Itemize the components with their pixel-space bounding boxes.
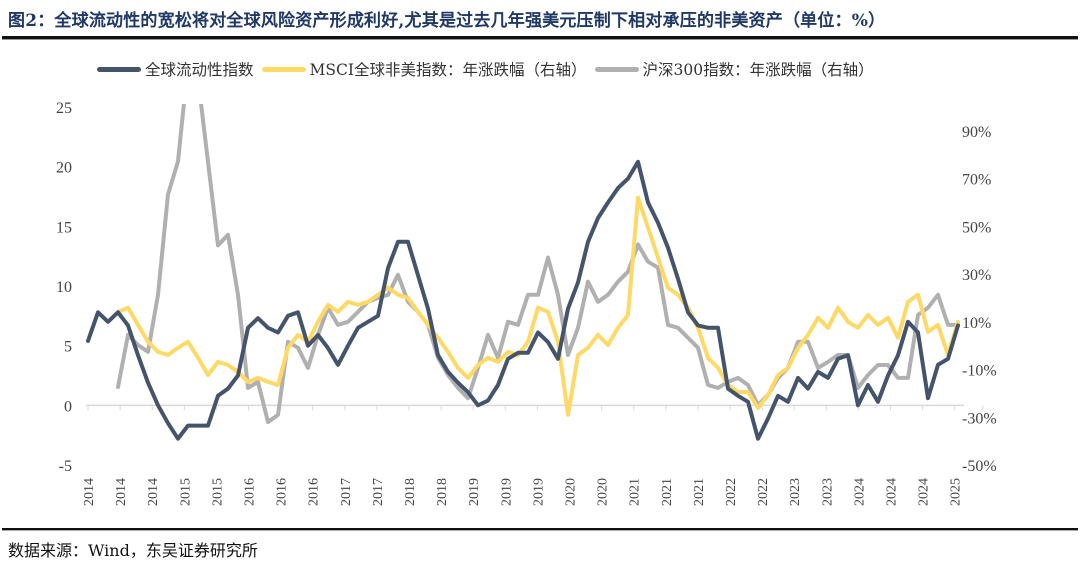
x-tick-label: 2014 — [114, 478, 129, 506]
x-tick-label: 2019 — [467, 478, 482, 506]
right-y-tick-label: 10% — [962, 315, 991, 332]
right-y-tick-label: 70% — [962, 172, 991, 189]
x-tick-label: 2023 — [820, 478, 835, 506]
legend-item-csi300: 沪深300指数：年涨跌幅（右轴） — [594, 58, 874, 80]
x-tick-label: 2024 — [852, 478, 867, 506]
x-tick-label: 2024 — [917, 478, 932, 506]
footer-divider-thin — [2, 530, 1078, 531]
right-y-tick-label: -50% — [962, 458, 997, 475]
x-tick-label: 2018 — [435, 478, 450, 506]
x-tick-label: 2021 — [628, 478, 643, 506]
legend-swatch-csi300 — [594, 66, 639, 72]
right-y-tick-label: 30% — [962, 267, 991, 284]
footer-divider — [2, 528, 1078, 530]
x-tick-label: 2022 — [724, 478, 739, 506]
series-line-liquidity — [86, 159, 960, 441]
left-y-tick-label: 25 — [56, 100, 72, 117]
legend-label-csi300: 沪深300指数：年涨跌幅（右轴） — [642, 61, 874, 79]
legend-label-liquidity: 全球流动性指数 — [145, 61, 254, 79]
left-y-tick-label: 15 — [56, 219, 72, 236]
legend-swatch-msci — [261, 66, 306, 72]
x-tick-label: 2016 — [275, 478, 290, 506]
x-tick-label: 2023 — [788, 478, 803, 506]
x-tick-label: 2019 — [531, 478, 546, 506]
left-y-tick-label: 0 — [64, 398, 72, 415]
x-tick-label: 2017 — [339, 478, 354, 506]
x-tick-label: 2019 — [499, 478, 514, 506]
legend-label-msci: MSCI全球非美指数：年涨跌幅（右轴） — [309, 61, 587, 79]
x-tick-label: 2015 — [178, 478, 193, 506]
right-y-tick-label: 50% — [962, 219, 991, 236]
series-line-csi300 — [116, 104, 960, 424]
right-y-tick-label: 90% — [962, 124, 991, 141]
x-tick-label: 2021 — [692, 478, 707, 506]
x-tick-label: 2021 — [660, 478, 675, 506]
legend-swatch-liquidity — [97, 66, 141, 72]
legend-item-msci: MSCI全球非美指数：年涨跌幅（右轴） — [261, 58, 587, 80]
chart-plot: 2014 2014 2014 2015 2015 2016 2016 2016 2017 2017… — [56, 100, 997, 506]
legend-item-liquidity: 全球流动性指数 — [97, 58, 254, 80]
left-y-tick-label: 10 — [56, 279, 72, 296]
x-tick-label: 2017 — [371, 478, 386, 506]
title-divider — [2, 36, 1078, 39]
x-tick-label: 2022 — [756, 478, 771, 506]
series-line-msci — [116, 195, 960, 417]
x-tick-label: 2018 — [403, 478, 418, 506]
x-tick-label: 2020 — [564, 478, 579, 506]
x-tick-label: 2014 — [146, 478, 161, 506]
series-lines — [86, 104, 960, 441]
x-tick-label: 2016 — [307, 478, 322, 506]
title-divider-thin — [2, 39, 1078, 40]
x-tick-label: 2016 — [243, 478, 258, 506]
x-tick-label: 2020 — [596, 478, 611, 506]
source-note: 数据来源：Wind，东吴证券研究所 — [8, 541, 258, 560]
x-tick-label: 2014 — [82, 478, 97, 506]
axes: 2014 2014 2014 2015 2015 2016 2016 2016 2017 2017… — [56, 100, 997, 506]
left-y-tick-label: 5 — [64, 339, 72, 356]
right-y-tick-label: -10% — [962, 363, 997, 380]
right-y-tick-label: -30% — [962, 410, 997, 427]
chart-title: 图2：全球流动性的宽松将对全球风险资产形成利好,尤其是过去几年强美元压制下相对承… — [8, 11, 886, 31]
x-tick-label: 2015 — [210, 478, 225, 506]
legend: 全球流动性指数 MSCI全球非美指数：年涨跌幅（右轴） 沪深300指数：年涨跌幅… — [97, 58, 882, 80]
x-tick-label: 2024 — [885, 478, 900, 506]
left-y-tick-label: 20 — [56, 160, 72, 177]
left-y-tick-label: -5 — [59, 458, 72, 475]
x-tick-label: 2025 — [949, 478, 964, 506]
